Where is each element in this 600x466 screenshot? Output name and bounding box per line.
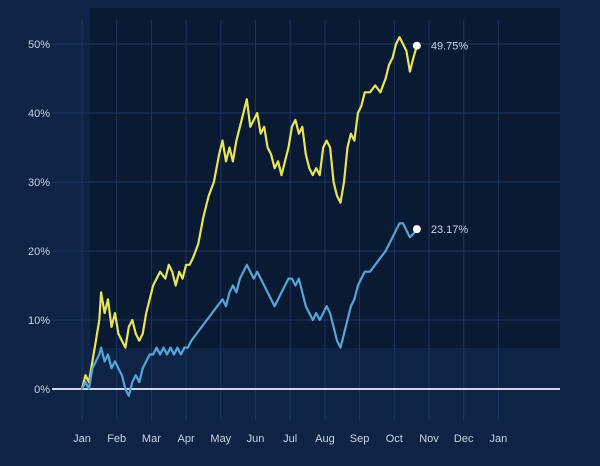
x-axis-tick-labels: Jan Feb Mar Apr May Jun Jul Aug Sep Oct Nov Dec Jan (73, 433, 507, 445)
x-tick-label: Dec (454, 433, 474, 445)
series-end-dot (412, 41, 421, 50)
x-tick-label: Oct (386, 433, 403, 445)
x-tick-label: Feb (107, 433, 126, 445)
end-value-labels: 49.75% 23.17% (431, 41, 469, 236)
series-end-label: 49.75% (431, 41, 469, 53)
y-tick-label: 10% (28, 315, 50, 327)
series-lines (80, 36, 421, 397)
x-tick-label: Jan (73, 433, 91, 445)
y-axis-tick-labels: 0% 10% 20% 30% 40% 50% (28, 39, 50, 396)
series-end-label: 23.17% (431, 224, 469, 236)
x-tick-label: Mar (142, 433, 161, 445)
x-tick-label: Apr (178, 433, 195, 445)
y-tick-label: 20% (28, 246, 50, 258)
x-tick-label: Jan (490, 433, 508, 445)
x-tick-label: Nov (419, 433, 439, 445)
y-tick-label: 50% (28, 39, 50, 51)
x-tick-label: Jul (283, 433, 297, 445)
x-tick-label: Aug (315, 433, 335, 445)
x-tick-label: May (210, 433, 231, 445)
series-end-dot (412, 225, 421, 234)
y-tick-label: 0% (34, 384, 50, 396)
y-tick-label: 30% (28, 177, 50, 189)
grid-lines (52, 20, 560, 420)
x-tick-label: Sep (350, 433, 370, 445)
y-tick-label: 40% (28, 108, 50, 120)
series-line-2 (80, 222, 418, 397)
x-tick-label: Jun (247, 433, 265, 445)
series-line-1 (80, 36, 418, 391)
